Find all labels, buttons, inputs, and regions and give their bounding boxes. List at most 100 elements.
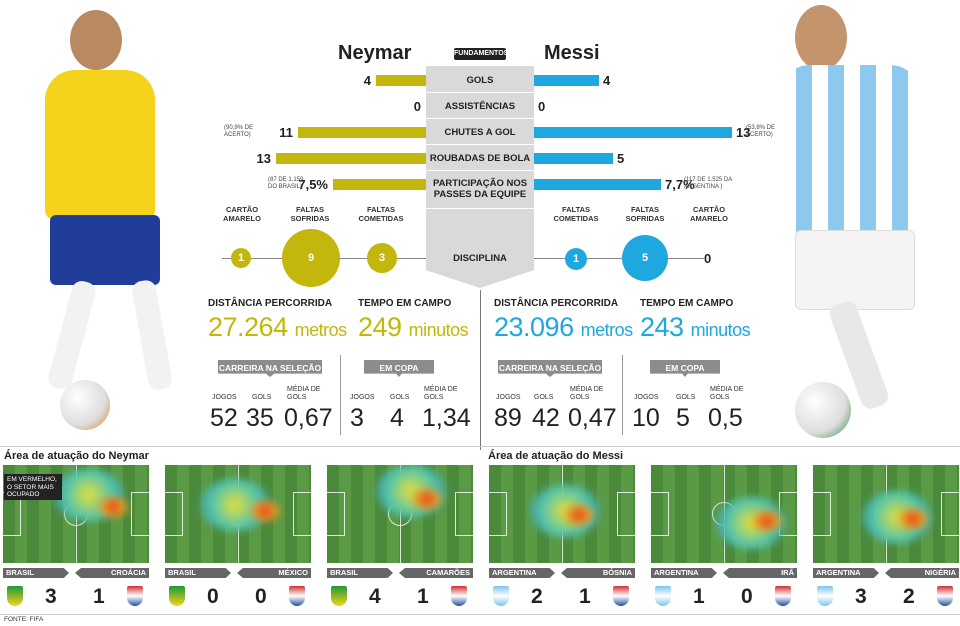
messi-carreira-pill: CARREIRA NA SELEÇÃO [498,360,602,377]
disc-left-0-circle: 1 [231,248,251,268]
center-column [426,66,534,288]
row-label-1: ASSISTÊNCIAS [444,101,516,112]
pitch-box-right [293,492,311,536]
messi-tempo-label: TEMPO EM CAMPO [640,298,734,309]
home-crest-icon [169,586,185,606]
row-label-0: GOLS [466,75,494,86]
note-left-4: (87 DE 1.159 DO BRASIL) [268,177,304,190]
pitch-box-left [489,492,507,536]
home-score: 4 [369,585,381,608]
disc-left-2-label: FALTAS COMETIDAS [358,205,404,223]
away-crest-icon [127,586,143,606]
neymar-shorts [50,215,160,285]
neymar-copa-media-label: MÉDIA DE GOLS [424,386,458,401]
bar-left-2 [298,127,426,138]
team-away-label: IRÃ [723,568,797,578]
disciplina-label: DISCIPLINA [453,253,507,264]
heatmap-pitch [165,465,311,563]
away-score: 1 [417,585,429,608]
disc-left-2-circle: 3 [367,243,397,273]
neymar-shirt [45,70,155,220]
messi-copa-jogos-label: JOGOS [634,394,659,401]
home-crest-icon [493,586,509,606]
row-divider [426,92,534,93]
neymar-distancia-label: DISTÂNCIA PERCORRIDA [208,298,333,309]
neymar-tempo-label: TEMPO EM CAMPO [358,298,452,309]
neymar-tempo: 249 minutos [358,312,469,342]
heatmap-pitch [327,465,473,563]
disc-right-2-label: CARTÃO AMARELO [690,205,728,223]
team-away-label: NIGÉRIA [885,568,959,578]
away-crest-icon [451,586,467,606]
home-score: 0 [207,585,219,608]
row-label-2: CHUTES A GOL [444,127,516,138]
home-crest-icon [331,586,347,606]
home-score: 2 [531,585,543,608]
neymar-carreira-jogos: 52 [210,404,238,432]
away-crest-icon [613,586,629,606]
value-right-1: 0 [538,99,546,114]
messi-copa-gols-label: GOLS [676,394,696,401]
disciplina-line-right [534,258,704,259]
messi-ball [795,382,851,438]
bar-right-4 [534,179,661,190]
neymar-copa-pill: EM COPA [364,360,434,377]
messi-copa-media: 0,5 [708,404,743,432]
heat-zone [412,489,442,509]
home-crest-icon [7,586,23,606]
messi-carreira-gols: 42 [532,404,560,432]
neymar-copa-media: 1,34 [422,404,471,432]
messi-distancia: 23.096 metros [494,312,633,342]
away-score: 0 [741,585,753,608]
team-home-label: BRASIL [327,568,393,578]
messi-distancia-label: DISTÂNCIA PERCORRIDA [494,298,619,309]
team-home-label: BRASIL [165,568,231,578]
team-away-label: CAMARÕES [399,568,473,578]
neymar-media-label: MÉDIA DE GOLS [287,386,321,401]
row-label-4: PARTICIPAÇÃO NOS PASSES DA EQUIPE [432,178,528,200]
neymar-photo [10,10,200,430]
bar-left-4 [333,179,426,190]
note-right-4: (117 DE 1.525 DA ARGENTINA ) [684,177,732,190]
messi-copa-gols: 5 [676,404,690,432]
messi-carreira-jogos: 89 [494,404,522,432]
away-crest-icon [289,586,305,606]
neymar-copa-gols: 4 [390,404,404,432]
disc-right-0-label: FALTAS COMETIDAS [553,205,599,223]
messi-copa-pill: EM COPA [650,360,720,377]
neymar-gols-label: GOLS [252,394,272,401]
row-divider [426,170,534,171]
heatmap-pitch [651,465,797,563]
heatmap-pitch [489,465,635,563]
row-divider [426,144,534,145]
pitch-box-right [617,492,635,536]
away-score: 1 [93,585,105,608]
away-crest-icon [775,586,791,606]
neymar-ball [60,380,110,430]
pitch-box-left [165,492,183,536]
team-away-label: MÉXICO [237,568,311,578]
bar-right-3 [534,153,613,164]
messi-photo [765,0,960,440]
area-messi-title: Área de atuação do Messi [488,450,624,462]
team-away-label: CROÁCIA [75,568,149,578]
team-home-label: ARGENTINA [651,568,717,578]
neymar-jogos-label: JOGOS [212,394,237,401]
messi-tempo: 243 minutos [640,312,751,342]
area-neymar-title: Área de atuação do Neymar [4,450,149,462]
row-label-3: ROUBADAS DE BOLA [429,153,531,164]
messi-shirt [780,65,920,235]
heat-zone [250,501,280,521]
messi-gols-label: GOLS [534,394,554,401]
row-divider [426,208,534,209]
messi-head [795,5,847,70]
pitch-box-left [327,492,345,536]
messi-media-label: MÉDIA DE GOLS [570,386,604,401]
disc-right-1-circle: 5 [622,235,668,281]
team-away-label: BÓSNIA [561,568,635,578]
heat-zone [98,497,128,517]
row-divider [426,118,534,119]
disc-right-0-circle: 1 [565,248,587,270]
bar-left-3 [276,153,426,164]
callout-box: EM VERMELHO, O SETOR MAIS OCUPADO [4,474,62,500]
